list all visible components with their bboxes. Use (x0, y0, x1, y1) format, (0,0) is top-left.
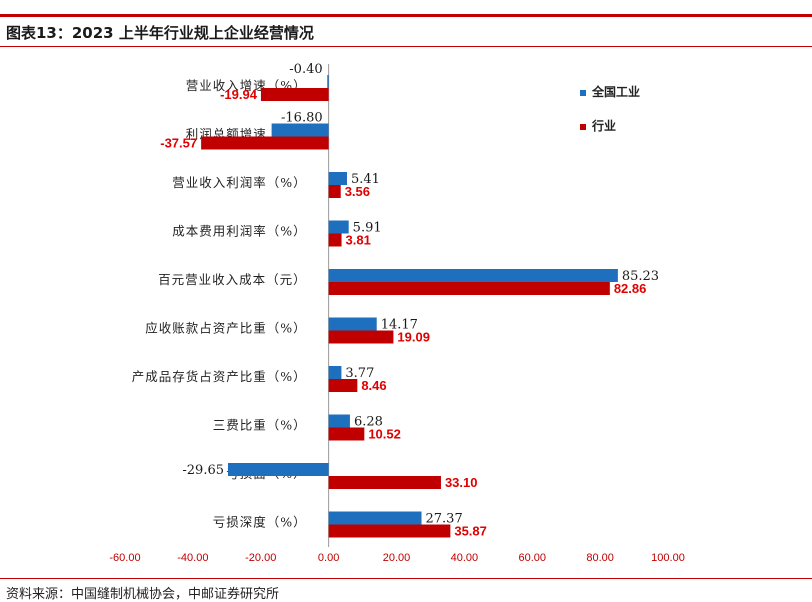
series-b-value-label: 82.86 (614, 281, 647, 296)
series-a-value-label: 3.77 (345, 366, 374, 381)
series-b-value-label: 3.56 (345, 184, 370, 199)
series-a-value-label: 5.41 (351, 172, 380, 187)
legend-label-series-b: 行业 (591, 118, 616, 133)
category-label: 百元营业收入成本（元） (158, 272, 307, 287)
title-divider (0, 46, 812, 47)
series-b-bar (328, 476, 441, 489)
legend-label-series-a: 全国工业 (591, 84, 640, 99)
series-a-value-label: -0.40 (289, 62, 322, 77)
series-b-value-label: -37.57 (160, 136, 197, 151)
series-b-value-label: 35.87 (454, 524, 487, 539)
series-a-value-label: 85.23 (622, 269, 659, 284)
series-b-bar (328, 524, 451, 538)
series-a-bar (328, 220, 349, 234)
series-b-bar (328, 379, 358, 392)
category-label: 营业收入利润率（%） (172, 175, 306, 190)
series-b-bar (260, 88, 329, 101)
series-a-bar (328, 317, 377, 331)
x-tick-label: 0.00 (318, 552, 339, 564)
series-b-bar (328, 282, 610, 295)
series-a-value-label: 14.17 (381, 318, 418, 333)
chart-title: 图表13：2023 上半年行业规上企业经营情况 (6, 24, 314, 42)
series-b-bar (328, 233, 342, 247)
category-label: 亏损深度（%） (213, 515, 307, 530)
series-a-bar (328, 511, 422, 525)
footer-divider (0, 578, 812, 579)
x-tick-label: 100.00 (651, 552, 685, 564)
series-a-bar (271, 123, 329, 137)
category-label: 应收账款占资产比重（%） (145, 321, 306, 336)
x-tick-label: 20.00 (383, 552, 411, 564)
source-note: 资料来源：中国缝制机械协会，中邮证券研究所 (6, 587, 280, 602)
top-red-rule (0, 14, 812, 17)
series-b-value-label: 3.81 (346, 233, 371, 248)
legend-swatch-series-a (580, 90, 586, 96)
series-b-bar (328, 330, 394, 344)
series-a-value-label: -16.80 (281, 111, 323, 126)
series-a-value-label: 5.91 (353, 221, 382, 236)
category-label: 产成品存货占资产比重（%） (132, 369, 307, 384)
x-tick-label: -20.00 (245, 552, 276, 564)
series-a-bar (328, 172, 347, 185)
x-tick-label: 40.00 (451, 552, 479, 564)
series-a-value-label: -29.65 (182, 463, 224, 478)
series-a-bar (328, 366, 342, 379)
x-tick-label: 80.00 (586, 552, 614, 564)
series-a-bar (328, 269, 618, 282)
series-b-bar (201, 136, 329, 150)
series-a-value-label: 6.28 (354, 415, 383, 430)
bar-chart: 营业收入增速（%）-0.40-19.94利润总额增速（%）-16.80-37.5… (109, 62, 685, 564)
series-a-bar (327, 75, 329, 88)
category-label: 成本费用利润率（%） (172, 224, 306, 239)
legend-swatch-series-b (580, 124, 586, 130)
category-label: 三费比重（%） (213, 418, 307, 433)
series-b-bar (328, 427, 365, 441)
series-b-value-label: -19.94 (220, 87, 258, 102)
series-b-value-label: 19.09 (397, 330, 430, 345)
series-b-value-label: 8.46 (361, 378, 386, 393)
series-a-bar (328, 414, 350, 428)
series-a-value-label: 27.37 (426, 512, 463, 527)
x-tick-label: -40.00 (177, 552, 208, 564)
series-b-value-label: 10.52 (368, 427, 401, 442)
series-b-value-label: 33.10 (445, 475, 478, 490)
series-b-bar (328, 185, 341, 198)
x-tick-label: 60.00 (518, 552, 546, 564)
series-a-bar (228, 463, 329, 476)
x-tick-label: -60.00 (109, 552, 140, 564)
